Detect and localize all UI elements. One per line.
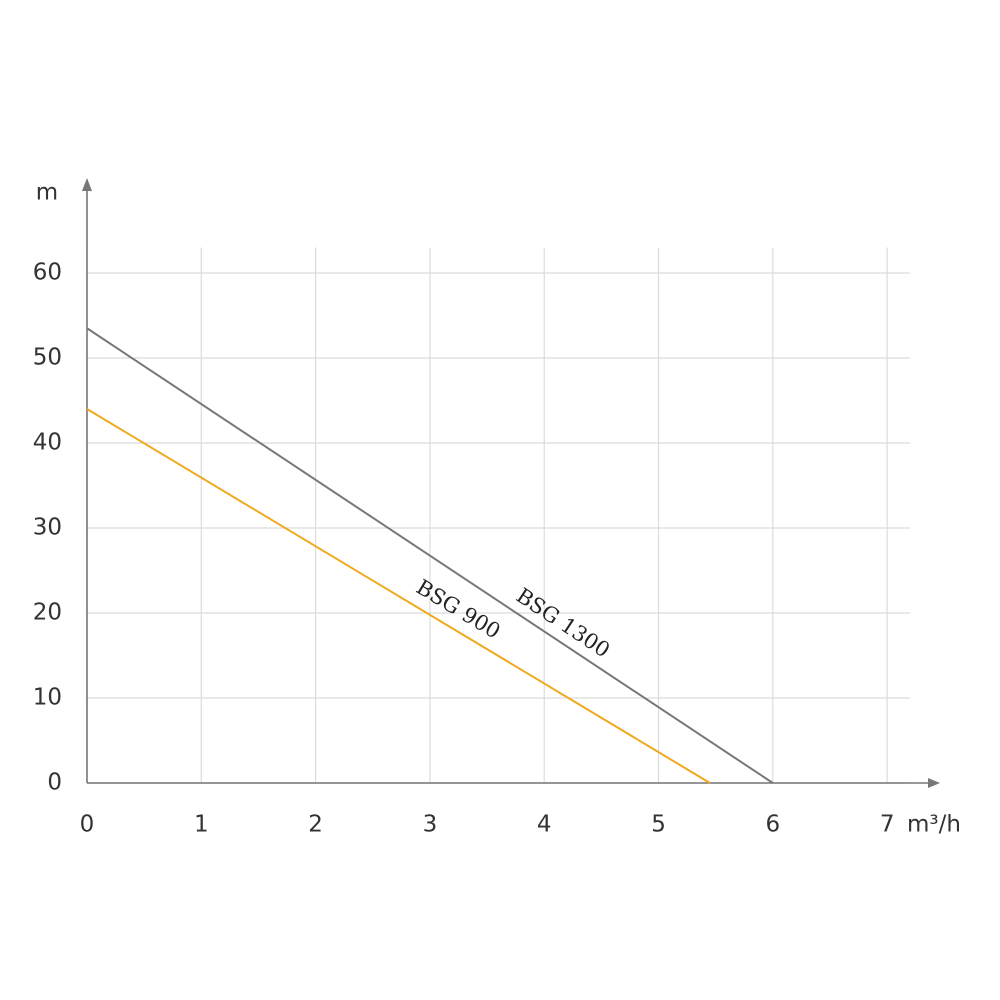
y-tick-label: 50	[33, 345, 62, 371]
x-tick-label: 7	[880, 812, 895, 838]
series-line	[86, 408, 711, 784]
x-tick-label: 4	[537, 812, 552, 838]
y-tick-label: 60	[33, 260, 62, 286]
series-line	[86, 327, 774, 784]
x-tick-label: 5	[651, 812, 666, 838]
x-tick-label: 3	[423, 812, 438, 838]
x-tick-label: 1	[194, 812, 209, 838]
y-axis-arrow	[82, 178, 92, 191]
x-tick-label: 2	[308, 812, 323, 838]
x-tick-label: 6	[766, 812, 781, 838]
y-tick-label: 0	[47, 770, 62, 796]
y-tick-label: 10	[33, 685, 62, 711]
y-tick-label: 30	[33, 515, 62, 541]
y-tick-label: 40	[33, 430, 62, 456]
y-axis-label: m	[36, 180, 58, 206]
x-axis-label: m³/h	[907, 812, 961, 838]
x-tick-label: 0	[80, 812, 95, 838]
x-axis-arrow	[928, 778, 940, 788]
y-tick-label: 20	[33, 600, 62, 626]
